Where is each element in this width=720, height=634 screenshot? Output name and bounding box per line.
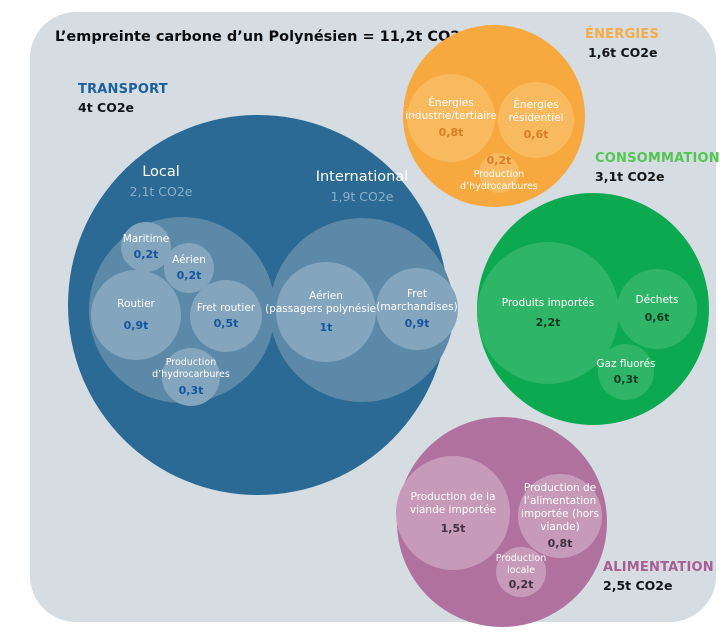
bubble-label: Aérien — [309, 289, 343, 302]
energies-category-value: 1,6t CO2e — [588, 45, 658, 61]
bubble-value: 0,6t — [644, 311, 670, 325]
bubble-value: 1t — [319, 321, 333, 335]
bubble-label: Fret — [407, 288, 427, 301]
consommation-dechets-bubble: Déchets 0,6t — [617, 269, 697, 349]
alimentation-category-label: ALIMENTATION 2,5t CO2e — [603, 560, 714, 594]
bubble-label: Production de l’alimentation importée (h… — [521, 482, 599, 533]
international-group-name: International — [315, 169, 409, 185]
bubble-label: Aérien — [172, 253, 206, 266]
alimentation-viande-bubble: Production de la viande importée 1,5t — [396, 456, 510, 570]
bubble-label: Énergies industrie/tertiaire — [405, 97, 497, 122]
transport-category-value: 4t CO2e — [78, 100, 134, 116]
bubble-value: 0,2t — [176, 269, 202, 283]
bubble-value: 0,2t — [486, 153, 512, 167]
transport-international-fret-bubble: Fret (marchandises) 0,9t — [376, 268, 458, 350]
transport-international-group-title: International 1,9t CO2e — [292, 169, 432, 204]
bubble-label: Production locale — [495, 553, 547, 576]
bubble-value: 0,2t — [508, 577, 534, 591]
bubble-value: 0,2t — [133, 248, 159, 262]
transport-category-label: TRANSPORT 4t CO2e — [78, 82, 168, 116]
alimentation-locale-bubble: Production locale 0,2t — [496, 547, 546, 597]
consommation-category-value: 3,1t CO2e — [595, 169, 665, 185]
transport-international-aerien-bubble: Aérien (passagers polynésien) 1t — [265, 262, 387, 362]
consommation-category-name: CONSOMMATION — [595, 151, 720, 166]
energies-hydrocarbures-bubble: 0,2t Production d’hydrocarbures — [460, 153, 538, 193]
bubble-label: Production de la viande importée — [409, 491, 497, 516]
bubble-sublabel: (marchandises) — [376, 301, 458, 313]
bubble-value: 0,9t — [123, 318, 149, 332]
consommation-gaz-fluores-bubble: Gaz fluorés 0,3t — [596, 344, 656, 400]
bubble-value: 0,3t — [613, 373, 639, 387]
bubble-label: Déchets — [635, 293, 679, 306]
bubble-label: Produits importés — [501, 296, 595, 309]
bubble-label: Routier — [117, 298, 155, 311]
bubble-label: Maritime — [122, 232, 170, 245]
bubble-label: Gaz fluorés — [596, 357, 656, 370]
bubble-value: 0,3t — [178, 383, 204, 397]
bubble-label: Production d’hydrocarbures — [152, 357, 230, 380]
transport-category-name: TRANSPORT — [78, 82, 168, 97]
transport-local-group-title: Local 2,1t CO2e — [91, 164, 231, 199]
transport-local-fret-routier-bubble: Fret routier 0,5t — [190, 280, 262, 352]
bubble-sublabel: (passagers polynésien) — [265, 302, 387, 315]
bubble-value: 0,8t — [547, 536, 573, 550]
bubble-value: 1,5t — [440, 521, 466, 535]
energies-category-label: ÉNERGIES 1,6t CO2e — [585, 27, 660, 61]
alimentation-hors-viande-bubble: Production de l’alimentation importée (h… — [518, 474, 602, 558]
energies-industrie-bubble: Énergies industrie/tertiaire 0,8t — [405, 74, 497, 162]
local-group-value: 2,1t CO2e — [129, 183, 193, 199]
bubble-label: Énergies résidentiel — [508, 99, 564, 124]
transport-local-routier-bubble: Routier 0,9t — [91, 270, 181, 360]
energies-residentiel-bubble: Énergies résidentiel 0,6t — [498, 82, 574, 158]
bubble-label: Fret routier — [196, 301, 256, 314]
international-group-value: 1,9t CO2e — [330, 188, 394, 204]
bubble-value: 2,2t — [535, 316, 561, 330]
transport-local-maritime-bubble: Maritime 0,2t — [121, 222, 171, 272]
alimentation-category-name: ALIMENTATION — [603, 560, 714, 575]
bubble-value: 0,6t — [523, 127, 549, 141]
page-title: L’empreinte carbone d’un Polynésien = 11… — [55, 29, 532, 45]
alimentation-category-value: 2,5t CO2e — [603, 578, 673, 594]
consommation-category-label: CONSOMMATION 3,1t CO2e — [595, 151, 720, 185]
local-group-name: Local — [142, 164, 180, 180]
bubble-label: Production d’hydrocarbures — [460, 168, 538, 192]
consommation-produits-bubble: Produits importés 2,2t — [477, 242, 619, 384]
transport-local-hydrocarbures-bubble: Production d’hydrocarbures 0,3t — [152, 348, 230, 406]
bubble-value: 0,9t — [404, 316, 430, 330]
bubble-value: 0,5t — [213, 317, 239, 331]
energies-category-name: ÉNERGIES — [585, 27, 660, 42]
bubble-value: 0,8t — [438, 125, 464, 139]
